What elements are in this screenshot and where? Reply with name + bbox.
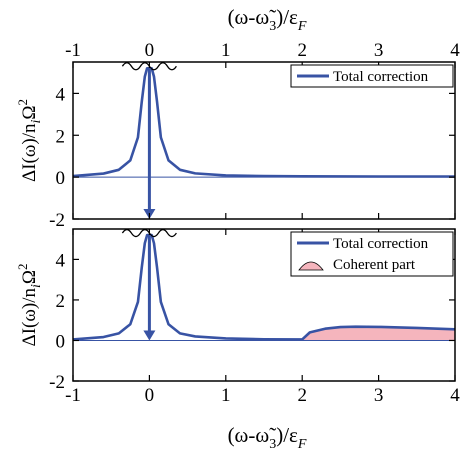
x-tick-label: 4: [450, 40, 460, 61]
y-tick-label: -2: [49, 210, 65, 231]
total-correction-line: [72, 233, 456, 341]
y-tick-label: 2: [56, 126, 66, 147]
x-tick-label: 2: [297, 385, 307, 406]
plot-frame: [72, 228, 456, 382]
y-tick-label: 0: [56, 331, 66, 352]
legend-box: [290, 64, 454, 88]
bottom-x-axis-label: (ω-ω̃3)/εF: [228, 423, 307, 452]
legend-label: Total correction: [333, 236, 429, 252]
legend-swatch-coherent: [298, 261, 324, 271]
x-tick-label: 1: [221, 40, 231, 61]
x-tick-label: 4: [450, 385, 460, 406]
top-panel: -1 0 1 2 3 4 -2 0 2 4 ΔI(ω)/niΩ2 Total correction: [15, 40, 460, 231]
x-tick-label: 2: [297, 40, 307, 61]
x-tick-label: 0: [145, 385, 155, 406]
x-tick-label: 0: [145, 40, 155, 61]
y-axis-label: ΔI(ω)/niΩ2: [15, 99, 44, 182]
total-correction-line: [72, 66, 455, 178]
x-tick-label: 1: [221, 385, 231, 406]
legend-label: Total correction: [333, 69, 429, 85]
y-tick-label: 0: [56, 168, 66, 189]
bottom-panel: -1 0 1 2 3 4 -2 0 2 4 ΔI(ω)/niΩ2 Total correction Co…: [15, 228, 460, 406]
x-tick-label: 3: [374, 385, 384, 406]
legend-label: Coherent part: [333, 257, 416, 273]
plot-frame: [72, 61, 456, 220]
peak-arrow-head-icon: [143, 330, 156, 341]
y-tick-label: 2: [56, 291, 66, 312]
coherent-part-area: [302, 326, 455, 341]
x-tick-label: -1: [65, 385, 81, 406]
y-tick-label: 4: [56, 84, 66, 105]
x-tick-label: -1: [65, 40, 81, 61]
y-tick-label: 4: [56, 250, 66, 271]
top-x-axis-label: (ω-ω̃3)/εF: [228, 5, 307, 34]
y-tick-label: -2: [49, 372, 65, 393]
x-tick-label: 3: [374, 40, 384, 61]
y-axis-label: ΔI(ω)/niΩ2: [15, 264, 44, 347]
